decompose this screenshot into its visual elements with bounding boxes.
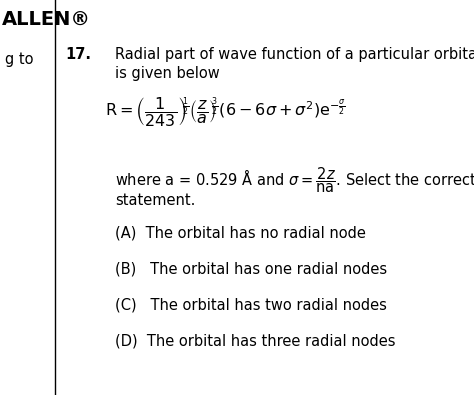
Text: 17.: 17. — [65, 47, 91, 62]
Text: $\mathrm{R} = \left(\dfrac{1}{243}\right)^{\!\!\frac{1}{2}}\left(\dfrac{z}{a}\ri: $\mathrm{R} = \left(\dfrac{1}{243}\right… — [105, 95, 346, 128]
Text: g to: g to — [5, 52, 34, 67]
Text: Radial part of wave function of a particular orbital: Radial part of wave function of a partic… — [115, 47, 474, 62]
Text: (C)   The orbital has two radial nodes: (C) The orbital has two radial nodes — [115, 297, 387, 312]
Text: (D)  The orbital has three radial nodes: (D) The orbital has three radial nodes — [115, 333, 395, 348]
Text: is given below: is given below — [115, 66, 220, 81]
Text: where a = 0.529 Å and $\sigma = \dfrac{2z}{\mathrm{na}}$. Select the correct: where a = 0.529 Å and $\sigma = \dfrac{2… — [115, 165, 474, 195]
Text: statement.: statement. — [115, 193, 195, 208]
Text: (A)  The orbital has no radial node: (A) The orbital has no radial node — [115, 225, 366, 240]
Text: (B)   The orbital has one radial nodes: (B) The orbital has one radial nodes — [115, 261, 387, 276]
Text: ALLEN®: ALLEN® — [2, 10, 91, 29]
